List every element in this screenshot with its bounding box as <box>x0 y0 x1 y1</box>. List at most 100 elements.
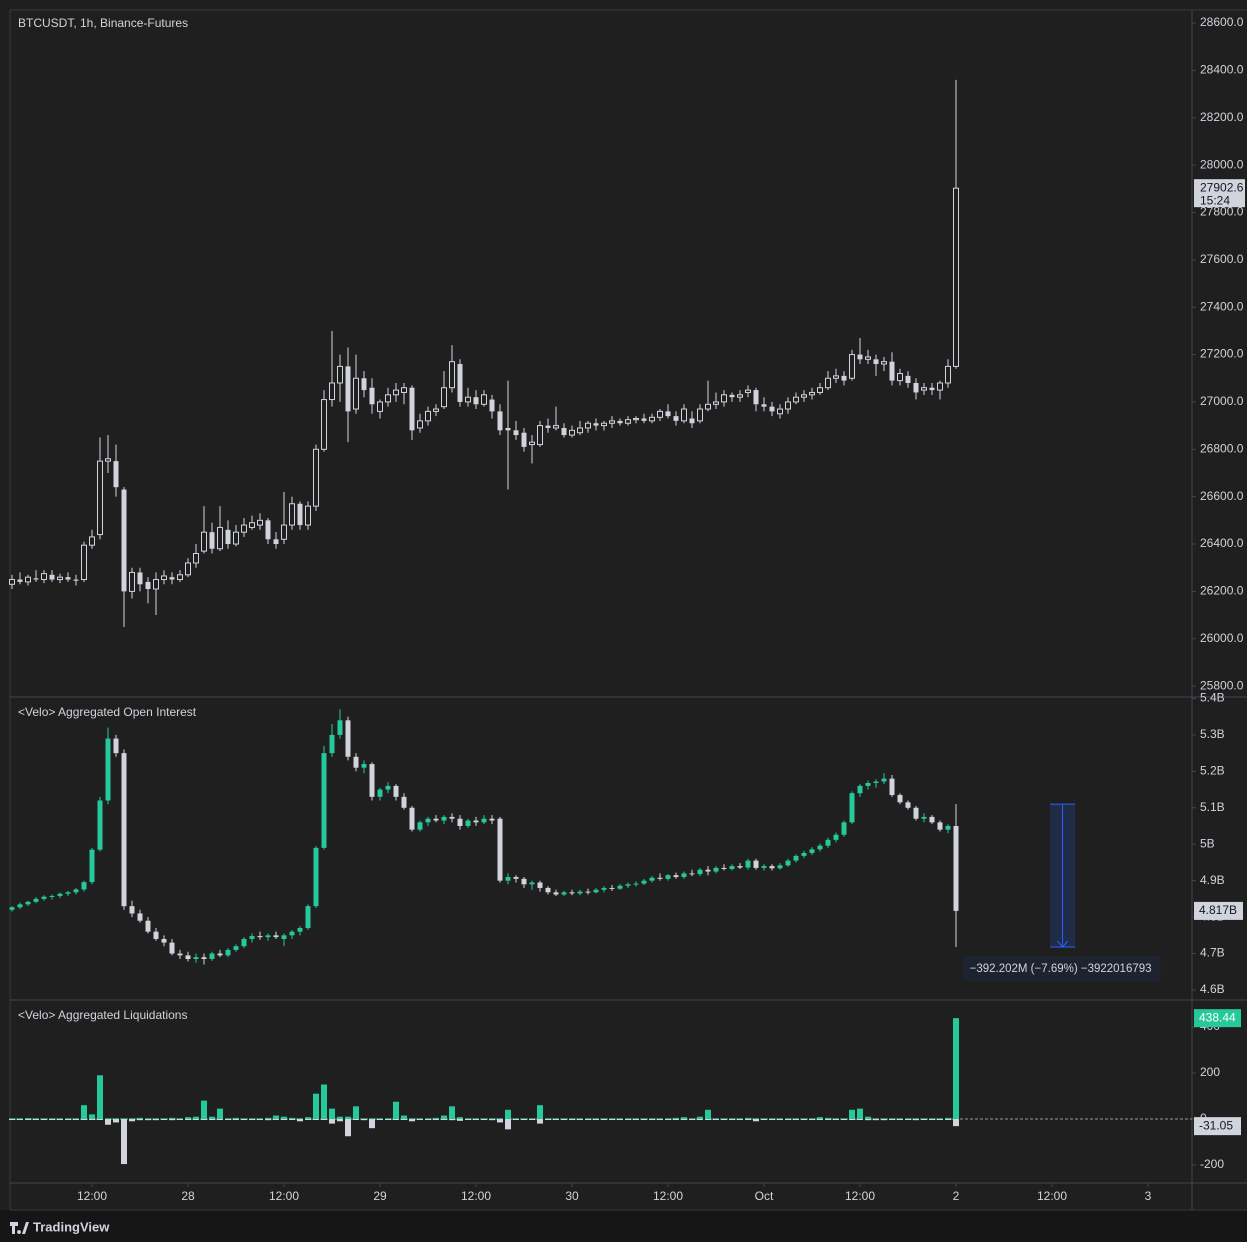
candle-body <box>185 955 191 960</box>
liquidation-bar <box>705 1109 711 1119</box>
y-tick-label: 26600.0 <box>1200 489 1244 503</box>
liquidation-bar <box>265 1118 271 1121</box>
liquidation-bar <box>697 1118 703 1120</box>
candle-body <box>129 906 135 914</box>
candle-body <box>457 364 463 402</box>
liquidation-bar <box>17 1118 23 1120</box>
candle-body <box>809 391 815 396</box>
candle-body <box>177 953 183 956</box>
brand-name[interactable]: TradingView <box>33 1219 110 1234</box>
candle-body <box>537 882 543 888</box>
liquidation-bar <box>785 1118 791 1120</box>
liquidation-bar <box>321 1118 327 1120</box>
candle-body <box>625 884 631 886</box>
candle-body <box>865 782 871 786</box>
liquidation-bar <box>385 1118 391 1120</box>
liquidation-bar <box>305 1118 311 1120</box>
liquidation-bar <box>697 1116 703 1119</box>
liquidation-bar <box>369 1118 375 1129</box>
liquidation-bar <box>337 1116 343 1119</box>
candle-body <box>889 778 895 796</box>
last-value-box <box>1194 1009 1241 1028</box>
candle-body <box>553 425 559 429</box>
liquidation-bar <box>209 1116 215 1119</box>
liquidation-bar <box>305 1117 311 1119</box>
liquidation-bar <box>897 1118 903 1120</box>
liquidation-bar <box>49 1118 55 1120</box>
candle-body <box>497 411 503 431</box>
candle-body <box>361 378 367 391</box>
y-tick-label: 27400.0 <box>1200 299 1244 313</box>
liquidation-bar <box>777 1118 783 1120</box>
liquidation-bar <box>521 1118 527 1120</box>
candle-body <box>873 359 879 365</box>
liquidation-bar <box>465 1118 471 1120</box>
candle-body <box>809 849 815 853</box>
candle-body <box>393 389 399 396</box>
candle-body <box>33 898 39 902</box>
candle-body <box>449 361 455 389</box>
liquidation-bar <box>17 1118 23 1120</box>
candle-body <box>113 738 119 754</box>
countdown-label: 15:24 <box>1200 193 1230 207</box>
liquidation-bar <box>201 1100 207 1119</box>
liquidation-bar <box>625 1118 631 1120</box>
candle-body <box>913 807 919 819</box>
liquidation-bar <box>737 1118 743 1120</box>
candle-body <box>953 187 959 367</box>
x-tick-label: 12:00 <box>1037 1189 1067 1203</box>
candle-body <box>201 531 207 552</box>
liquidation-bar <box>889 1118 895 1120</box>
liquidation-bar <box>297 1118 303 1120</box>
liquidation-bar <box>873 1118 879 1121</box>
liquidation-bar <box>81 1105 87 1119</box>
candle-body <box>945 825 951 830</box>
pane-title: BTCUSDT, 1h, Binance-Futures <box>18 16 188 30</box>
y-tick-label: 5.1B <box>1200 800 1225 814</box>
candle-body <box>721 867 727 869</box>
candle-body <box>121 489 127 592</box>
candle-body <box>777 408 783 415</box>
liquidation-bar <box>705 1118 711 1120</box>
liquidation-bar <box>65 1118 71 1120</box>
liquidation-bar <box>649 1118 655 1120</box>
candle-body <box>121 753 127 907</box>
candle-body <box>33 578 39 580</box>
candle-body <box>705 869 711 872</box>
candle-body <box>145 920 151 932</box>
liquidation-bar <box>785 1118 791 1120</box>
liquidation-bar <box>713 1118 719 1120</box>
logo-icon[interactable] <box>10 1222 29 1235</box>
y-tick-label: 4.9B <box>1200 873 1225 887</box>
liquidation-bar <box>273 1118 279 1120</box>
liquidation-bar <box>817 1117 823 1119</box>
liquidation-bar <box>89 1118 95 1120</box>
liquidation-bar <box>9 1118 15 1120</box>
liquidation-bar <box>353 1106 359 1119</box>
liquidation-bar <box>377 1118 383 1120</box>
y-tick-label: 28600.0 <box>1200 15 1244 29</box>
x-tick-label: 12:00 <box>269 1189 299 1203</box>
liquidation-bar <box>585 1118 591 1120</box>
candle-body <box>81 882 87 890</box>
candle-body <box>313 847 319 907</box>
y-tick-label: 28400.0 <box>1200 63 1244 77</box>
liquidation-bar <box>489 1118 495 1121</box>
candle-body <box>545 887 551 893</box>
liquidation-bar <box>97 1118 103 1120</box>
liquidation-bar <box>433 1118 439 1120</box>
liquidation-bar <box>153 1118 159 1121</box>
liquidation-bar <box>169 1117 175 1119</box>
liquidation-bar <box>57 1118 63 1120</box>
last-value-label: -31.05 <box>1199 1118 1233 1132</box>
y-tick-label: 28200.0 <box>1200 110 1244 124</box>
liquidation-bar <box>825 1118 831 1120</box>
candle-body <box>169 577 175 580</box>
liquidation-bar <box>897 1118 903 1120</box>
liquidation-bar <box>857 1108 863 1119</box>
candle-body <box>345 720 351 757</box>
liquidation-bar <box>257 1118 263 1120</box>
candle-body <box>49 574 55 580</box>
liquidation-bar <box>241 1118 247 1120</box>
tradingview-logo[interactable]: TradingView <box>10 1219 110 1234</box>
